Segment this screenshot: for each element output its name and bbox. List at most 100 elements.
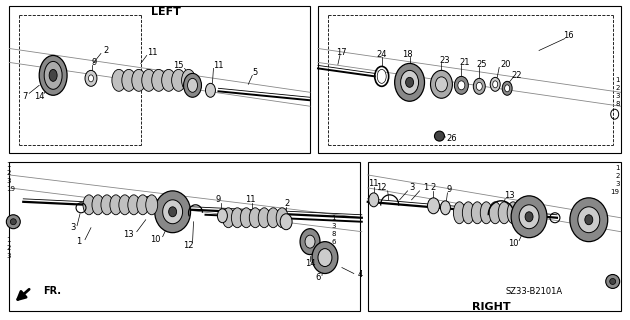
Text: 8: 8 <box>331 231 336 237</box>
Ellipse shape <box>519 205 539 229</box>
Ellipse shape <box>377 69 386 83</box>
Text: 12: 12 <box>183 241 194 250</box>
Ellipse shape <box>490 77 500 91</box>
Ellipse shape <box>511 196 547 238</box>
Circle shape <box>435 131 444 141</box>
Text: 1: 1 <box>6 237 11 243</box>
Text: 11: 11 <box>213 61 224 70</box>
Ellipse shape <box>171 69 186 91</box>
Text: 2: 2 <box>616 173 620 179</box>
Ellipse shape <box>217 209 227 223</box>
Ellipse shape <box>430 70 452 98</box>
Ellipse shape <box>394 63 425 101</box>
Text: 6: 6 <box>315 273 321 282</box>
Text: 9: 9 <box>447 185 452 194</box>
Ellipse shape <box>142 69 156 91</box>
Text: 3: 3 <box>331 223 336 229</box>
Text: 1: 1 <box>615 77 620 83</box>
Ellipse shape <box>406 77 413 87</box>
Ellipse shape <box>585 215 593 225</box>
Text: 11: 11 <box>369 180 379 188</box>
Text: 10: 10 <box>151 235 161 244</box>
Bar <box>9 6 310 153</box>
Ellipse shape <box>454 202 466 224</box>
Text: 24: 24 <box>377 50 387 59</box>
Ellipse shape <box>222 208 234 228</box>
Ellipse shape <box>480 202 492 224</box>
Bar <box>318 6 621 153</box>
Ellipse shape <box>169 207 176 217</box>
Ellipse shape <box>471 202 483 224</box>
Ellipse shape <box>454 76 468 94</box>
Bar <box>9 162 360 311</box>
Ellipse shape <box>101 195 113 215</box>
Text: 4: 4 <box>357 270 362 279</box>
Text: 1: 1 <box>6 162 11 168</box>
Text: 2: 2 <box>285 199 290 208</box>
Text: 21: 21 <box>459 58 469 67</box>
Text: 19: 19 <box>610 189 620 195</box>
Text: 7: 7 <box>23 92 28 101</box>
Ellipse shape <box>276 208 288 228</box>
Text: SZ33-B2101A: SZ33-B2101A <box>505 287 563 296</box>
Ellipse shape <box>49 69 57 81</box>
Text: 15: 15 <box>173 61 184 70</box>
Text: 3: 3 <box>615 93 620 99</box>
Ellipse shape <box>516 202 528 224</box>
Text: 25: 25 <box>476 60 486 69</box>
Ellipse shape <box>476 82 483 90</box>
Text: 13: 13 <box>504 191 515 200</box>
Bar <box>368 162 621 311</box>
Ellipse shape <box>188 78 198 92</box>
Ellipse shape <box>88 75 93 82</box>
Ellipse shape <box>39 55 67 95</box>
Text: 22: 22 <box>512 71 522 80</box>
Ellipse shape <box>44 61 62 89</box>
Text: 6: 6 <box>331 239 336 245</box>
Circle shape <box>10 219 16 225</box>
Text: 1: 1 <box>423 183 428 192</box>
Text: 11: 11 <box>147 48 158 57</box>
Ellipse shape <box>440 201 450 215</box>
Ellipse shape <box>112 69 126 91</box>
Ellipse shape <box>267 208 279 228</box>
Text: 3: 3 <box>6 178 11 184</box>
Ellipse shape <box>490 202 501 224</box>
Text: 14: 14 <box>305 259 315 268</box>
Ellipse shape <box>305 235 315 248</box>
Text: 1: 1 <box>331 215 336 221</box>
Ellipse shape <box>435 77 447 92</box>
Text: 17: 17 <box>336 48 347 57</box>
Ellipse shape <box>458 81 465 90</box>
Ellipse shape <box>505 85 510 92</box>
Ellipse shape <box>92 195 104 215</box>
Text: 2: 2 <box>431 183 436 192</box>
Ellipse shape <box>83 195 95 215</box>
Ellipse shape <box>498 202 510 224</box>
Text: 1: 1 <box>615 165 620 171</box>
Ellipse shape <box>401 70 418 94</box>
Text: 10: 10 <box>508 239 518 248</box>
Circle shape <box>6 215 20 229</box>
Text: 16: 16 <box>564 31 574 40</box>
Text: 20: 20 <box>500 60 510 69</box>
Text: 9: 9 <box>216 195 221 204</box>
Ellipse shape <box>155 191 190 233</box>
Text: 26: 26 <box>446 133 457 143</box>
Text: 9: 9 <box>91 58 96 67</box>
Text: 3: 3 <box>615 181 620 187</box>
Ellipse shape <box>137 195 149 215</box>
Ellipse shape <box>181 69 195 91</box>
Text: 2: 2 <box>6 244 11 251</box>
Circle shape <box>610 278 616 284</box>
Ellipse shape <box>231 208 243 228</box>
Text: FR.: FR. <box>43 286 61 296</box>
Ellipse shape <box>473 78 485 94</box>
Text: 1: 1 <box>76 237 82 246</box>
Text: 11: 11 <box>245 195 256 204</box>
Ellipse shape <box>502 81 512 95</box>
Ellipse shape <box>85 70 97 86</box>
Ellipse shape <box>240 208 252 228</box>
Ellipse shape <box>110 195 122 215</box>
Ellipse shape <box>146 195 158 215</box>
